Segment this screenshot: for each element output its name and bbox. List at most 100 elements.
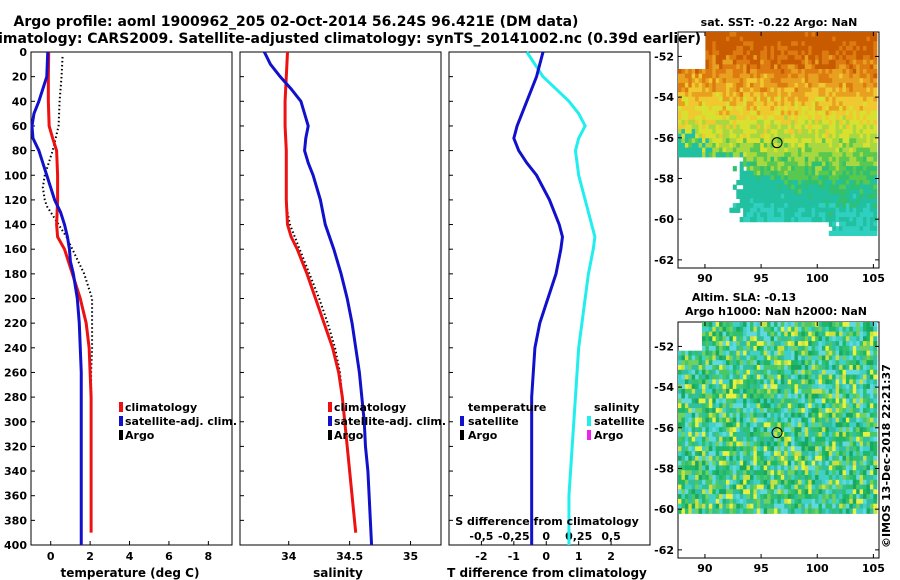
- map-cell: [746, 446, 751, 452]
- map-cell: [828, 87, 833, 93]
- map-cell: [753, 336, 758, 342]
- map-cell: [695, 350, 700, 357]
- map-cell: [719, 427, 724, 433]
- map-cell: [842, 87, 847, 93]
- map-cell: [684, 106, 689, 112]
- imos-credit: ©IMOS 13-Dec-2018 22:21:37: [880, 364, 893, 548]
- map-cell: [811, 360, 816, 366]
- temperature-xlabel: temperature (deg C): [61, 566, 200, 580]
- map-cell: [832, 41, 837, 47]
- map-cell: [712, 115, 717, 121]
- map-cell: [852, 360, 857, 366]
- map-cell: [835, 212, 840, 218]
- map-cell: [774, 41, 779, 47]
- map-cell: [770, 369, 775, 376]
- map-cell: [842, 96, 847, 102]
- map-cell: [743, 360, 748, 366]
- map-cell: [801, 110, 806, 116]
- map-cell: [722, 331, 727, 337]
- map-cell: [856, 230, 861, 237]
- map-cell: [736, 138, 741, 144]
- map-cell: [869, 106, 874, 112]
- map-cell: [797, 207, 802, 213]
- map-cell: [852, 152, 857, 158]
- map-cell: [811, 484, 816, 490]
- map-cell: [746, 479, 751, 486]
- map-cell: [873, 92, 878, 98]
- map-cell: [866, 217, 871, 223]
- map-cell: [808, 408, 813, 414]
- map-cell: [873, 133, 878, 139]
- map-cell: [801, 147, 806, 153]
- map-cell: [777, 203, 782, 209]
- map-cell: [804, 441, 809, 447]
- map-cell: [856, 170, 861, 176]
- map-cell: [856, 69, 861, 75]
- map-cell: [678, 106, 683, 112]
- map-cell: [777, 455, 782, 462]
- sla-map: [678, 322, 878, 514]
- map-cell: [815, 50, 820, 56]
- map-cell: [708, 350, 713, 357]
- map-cell: [821, 484, 826, 490]
- map-cell: [688, 465, 693, 471]
- map-cell: [705, 45, 710, 52]
- map-cell: [756, 129, 761, 135]
- map-cell: [702, 101, 707, 107]
- map-cell: [787, 379, 792, 385]
- map-cell: [726, 355, 731, 361]
- map-cell: [760, 470, 765, 476]
- map-cell: [801, 96, 806, 102]
- map-cell: [863, 92, 868, 98]
- map-cell: [719, 484, 724, 490]
- map-cell: [845, 193, 850, 200]
- map-cell: [729, 470, 734, 476]
- map-cell: [777, 412, 782, 419]
- map-cell: [828, 432, 833, 438]
- map-cell: [763, 217, 768, 223]
- map-cell: [780, 412, 785, 419]
- map-cell: [719, 369, 724, 376]
- map-cell: [839, 193, 844, 200]
- map-cell: [787, 69, 792, 75]
- map-cell: [821, 50, 826, 56]
- map-cell: [739, 412, 744, 419]
- map-cell: [681, 484, 686, 490]
- map-cell: [705, 336, 710, 342]
- map-cell: [708, 489, 713, 495]
- map-cell: [746, 403, 751, 409]
- map-cell: [726, 92, 731, 98]
- map-cell: [756, 166, 761, 172]
- map-cell: [852, 170, 857, 176]
- map-cell: [702, 143, 707, 149]
- map-cell: [784, 403, 789, 409]
- map-cell: [842, 360, 847, 366]
- map-cell: [801, 350, 806, 357]
- map-cell: [774, 393, 779, 400]
- map-cell: [828, 143, 833, 149]
- map-cell: [832, 479, 837, 486]
- map-cell: [835, 460, 840, 467]
- temperature-difference-line: [512, 51, 564, 545]
- map-cell: [756, 198, 761, 204]
- map-cell: [780, 417, 785, 423]
- map-cell: [839, 422, 844, 428]
- map-cell: [784, 455, 789, 462]
- map-cell: [821, 451, 826, 457]
- map-cell: [849, 133, 854, 139]
- map-cell: [859, 369, 864, 376]
- map-cell: [750, 475, 755, 481]
- map-cell: [815, 64, 820, 70]
- map-cell: [732, 465, 737, 471]
- map-cell: [760, 92, 765, 98]
- map-cell: [763, 166, 768, 172]
- legend-label-satellite: satellite-adj. clim.: [334, 415, 446, 428]
- map-cell: [801, 50, 806, 56]
- map-cell: [763, 59, 768, 65]
- map-cell: [691, 465, 696, 471]
- depth-tick-label: 360: [4, 490, 27, 503]
- map-cell: [821, 322, 826, 328]
- map-cell: [684, 360, 689, 366]
- map-cell: [811, 503, 816, 510]
- map-cell: [780, 484, 785, 490]
